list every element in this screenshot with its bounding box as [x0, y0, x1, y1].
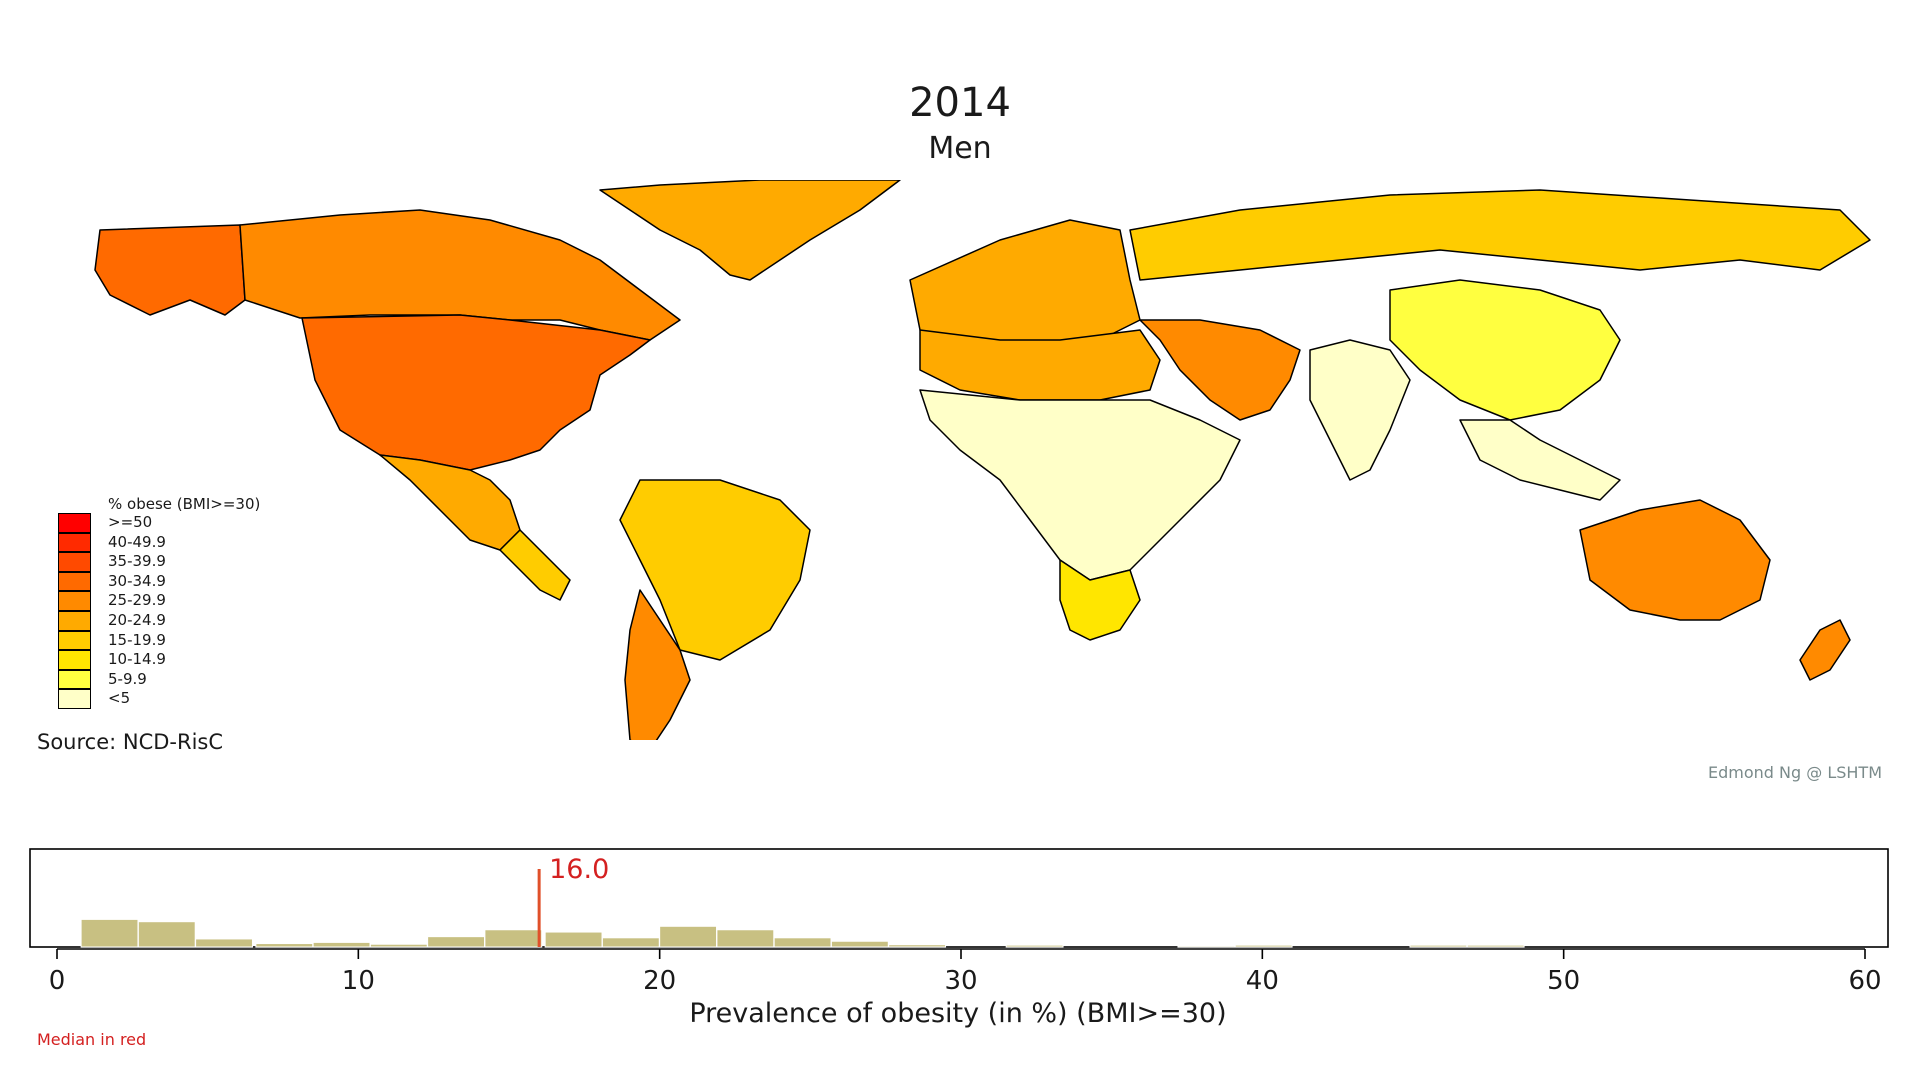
legend-swatch [58, 669, 91, 690]
map-region [1309, 339, 1411, 481]
x-tick-label: 10 [342, 966, 375, 996]
histogram-bar [659, 925, 718, 948]
x-axis-title: Prevalence of obesity (in %) (BMI>=30) [689, 998, 1226, 1029]
legend-item: 25-29.9 [56, 591, 256, 611]
histogram-bar [1005, 944, 1064, 948]
x-tick-label: 40 [1246, 966, 1279, 996]
histogram-bar [1409, 944, 1468, 948]
legend-label: 40-49.9 [108, 532, 166, 551]
map-region [624, 589, 691, 740]
legend-label: 35-39.9 [108, 552, 166, 571]
legend-swatch [58, 611, 91, 631]
legend-swatch [58, 591, 91, 611]
x-tick-label: 20 [643, 966, 676, 996]
histogram-bar [1466, 944, 1525, 948]
legend-label: <5 [108, 689, 131, 708]
map-region [1389, 279, 1621, 421]
legend-item: 40-49.9 [56, 532, 256, 553]
x-tick-label: 0 [49, 966, 66, 996]
source-note: Source: NCD-RisC [37, 730, 224, 754]
histogram-bar [544, 931, 603, 948]
legend-item: 10-14.9 [56, 650, 256, 670]
histogram-bar [312, 941, 371, 948]
map-region [301, 314, 651, 471]
map-region [599, 180, 901, 281]
histogram-bar [137, 921, 196, 948]
x-tick-label: 30 [944, 966, 977, 996]
prevalence-histogram: 0 10 20 30 40 50 60 Prevalence of obesity (in %… [29, 848, 1889, 1029]
histogram-bar [1234, 944, 1293, 948]
histogram-bar [255, 943, 314, 948]
histogram-bar [195, 938, 253, 948]
map-region [1579, 499, 1771, 621]
legend-swatch [58, 552, 91, 572]
legend-item: 15-19.9 [56, 630, 256, 651]
map-region [499, 529, 571, 601]
histogram-bar [427, 936, 485, 948]
x-tick-label: 60 [1848, 966, 1881, 996]
histogram-bar [484, 929, 543, 948]
legend-swatch [58, 650, 91, 670]
map-region [1459, 419, 1621, 501]
histogram-bar [80, 918, 139, 948]
histogram-bar [830, 940, 889, 948]
map-region [619, 479, 811, 661]
legend-swatch [58, 571, 91, 592]
map-subtitle-sex: Men [928, 131, 992, 166]
histogram-bar [369, 943, 428, 948]
histogram-bar [773, 937, 832, 948]
map-region [919, 329, 1161, 401]
map-region [1129, 189, 1871, 281]
map-title-year: 2014 [909, 80, 1011, 126]
legend-title: % obese (BMI>=30) [108, 495, 261, 513]
histogram-bar [1177, 945, 1236, 948]
histogram-bar [888, 944, 947, 948]
legend-label: 20-24.9 [108, 611, 166, 629]
map-region [919, 389, 1241, 581]
legend-item: 35-39.9 [56, 552, 256, 572]
median-label: 16.0 [549, 854, 609, 885]
legend-swatch [58, 630, 91, 651]
legend-item: 30-34.9 [56, 571, 256, 592]
histogram-bar [716, 929, 775, 948]
legend-item: >=50 [56, 513, 256, 533]
legend-label: 30-34.9 [108, 571, 166, 590]
legend-swatch [58, 532, 91, 553]
world-choropleth-map [94, 180, 1871, 740]
map-region [94, 224, 246, 316]
legend-swatch [58, 689, 91, 709]
legend-label: 15-19.9 [108, 630, 166, 649]
legend-label: 25-29.9 [108, 591, 166, 610]
median-note: Median in red [37, 1030, 147, 1049]
x-tick-label: 50 [1547, 966, 1580, 996]
legend-item: 5-9.9 [56, 669, 256, 690]
legend-item: <5 [56, 689, 256, 709]
author-credit: Edmond Ng @ LSHTM [1708, 763, 1882, 782]
histogram-bar [601, 937, 660, 948]
map-region [1059, 559, 1141, 641]
histogram-frame [29, 848, 1889, 948]
map-region [379, 454, 521, 551]
legend-label: 10-14.9 [108, 650, 166, 669]
legend-item: 20-24.9 [56, 611, 256, 631]
legend-label: >=50 [108, 513, 153, 531]
map-region [1139, 319, 1301, 421]
map-region [1799, 619, 1851, 681]
legend-label: 5-9.9 [108, 669, 147, 688]
legend-swatch [58, 513, 91, 533]
